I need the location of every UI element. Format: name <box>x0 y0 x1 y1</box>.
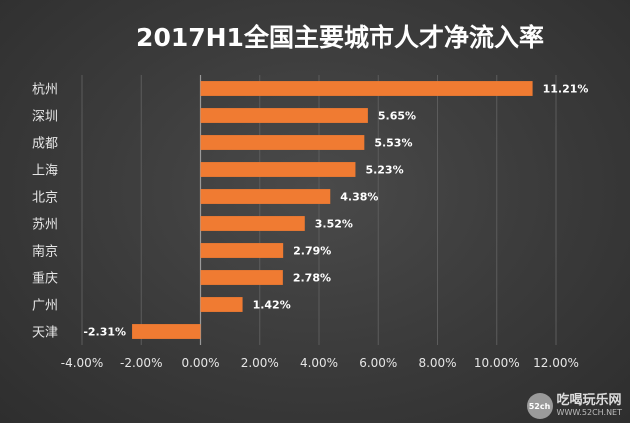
category-label: 广州 <box>32 299 58 314</box>
x-tick-label: 8.00% <box>418 356 456 370</box>
bar <box>200 297 243 312</box>
x-tick-label: 10.00% <box>474 356 520 370</box>
x-tick-label: 6.00% <box>359 356 397 370</box>
x-tick-label: 12.00% <box>533 356 579 370</box>
category-label: 天津 <box>32 326 58 341</box>
x-tick-label: -2.00% <box>120 356 162 370</box>
category-label: 重庆 <box>32 271 58 287</box>
category-label: 北京 <box>32 191 58 206</box>
data-label: 1.42% <box>253 299 291 312</box>
data-labels: 11.21% 5.65% 5.53% 5.23% 4.38% 3.52% 2.79% 2.78… <box>83 83 588 339</box>
watermark-url: WWW.52CH.NET <box>556 407 622 417</box>
data-label: 3.52% <box>315 218 353 231</box>
watermark-brand: 吃喝玩乐网 <box>556 393 622 409</box>
x-tick-label: 2.00% <box>241 356 279 370</box>
watermark-logo-icon: 52ch <box>526 393 553 419</box>
bar <box>200 162 356 177</box>
data-label: 2.79% <box>293 245 331 258</box>
bar <box>200 81 533 96</box>
bar <box>200 243 284 258</box>
bar <box>132 324 201 339</box>
bar <box>200 270 283 285</box>
chart-title: 2017H1全国主要城市人才净流入率 <box>136 23 544 52</box>
data-label: 4.38% <box>340 191 378 204</box>
data-label: -2.31% <box>83 326 126 339</box>
x-axis-tick-labels: -4.00% -2.00% 0.00% 2.00% 4.00% 6.00% 8.00% 10.… <box>61 356 579 370</box>
category-label: 苏州 <box>32 217 58 233</box>
x-tick-label: 4.00% <box>300 356 338 370</box>
category-label: 南京 <box>32 244 58 260</box>
category-label: 深圳 <box>32 110 58 125</box>
data-label: 2.78% <box>293 272 331 285</box>
data-label: 5.65% <box>378 110 416 123</box>
bar <box>200 189 331 204</box>
bar <box>200 135 365 150</box>
category-label: 上海 <box>32 164 58 179</box>
category-label: 杭州 <box>32 83 58 98</box>
watermark: 52ch 吃喝玩乐网 WWW.52CH.NET <box>526 393 622 419</box>
bar <box>200 216 305 231</box>
x-tick-label: -4.00% <box>61 356 103 370</box>
x-tick-label: 0.00% <box>181 356 219 370</box>
bar <box>200 108 368 123</box>
data-label: 5.53% <box>374 137 412 150</box>
data-label: 5.23% <box>365 164 403 177</box>
bars <box>132 81 533 339</box>
category-label: 成都 <box>32 137 58 152</box>
watermark-text: 吃喝玩乐网 WWW.52CH.NET <box>557 394 622 417</box>
data-label: 11.21% <box>543 83 589 96</box>
